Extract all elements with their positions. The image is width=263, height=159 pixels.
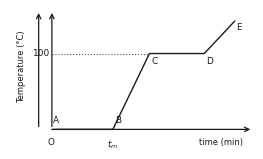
Text: D: D <box>206 57 213 66</box>
Text: 100: 100 <box>33 49 50 58</box>
Text: A: A <box>53 116 59 125</box>
Text: E: E <box>236 23 242 32</box>
Text: C: C <box>151 57 158 66</box>
Text: Temperature (°C): Temperature (°C) <box>17 31 26 103</box>
Text: time (min): time (min) <box>199 138 242 147</box>
Text: $t_m$: $t_m$ <box>107 138 119 151</box>
Text: O: O <box>47 138 54 147</box>
Text: B: B <box>115 116 121 125</box>
